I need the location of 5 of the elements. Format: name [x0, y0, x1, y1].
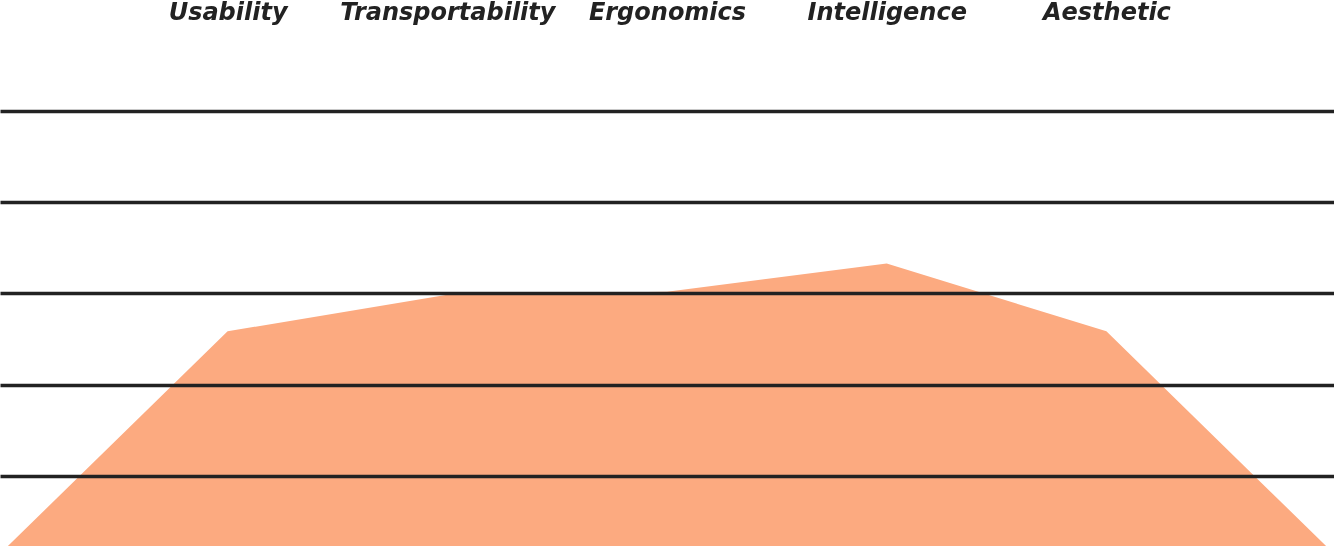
x-tick-label: Usability — [168, 0, 289, 26]
x-tick-label: Transportability — [340, 0, 557, 26]
x-tick-label: Intelligence — [807, 0, 967, 26]
x-tick-label: Ergonomics — [588, 0, 747, 26]
x-tick-label: Aesthetic — [1040, 0, 1171, 26]
